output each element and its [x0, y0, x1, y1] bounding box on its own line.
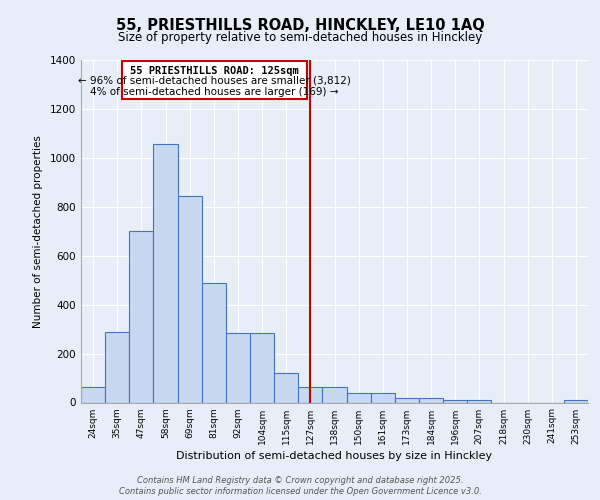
- Text: Contains public sector information licensed under the Open Government Licence v3: Contains public sector information licen…: [119, 487, 481, 496]
- X-axis label: Distribution of semi-detached houses by size in Hinckley: Distribution of semi-detached houses by …: [176, 450, 493, 460]
- Bar: [298, 386, 322, 402]
- Bar: [347, 392, 371, 402]
- Bar: [443, 400, 467, 402]
- Bar: [274, 373, 298, 402]
- Text: Contains HM Land Registry data © Crown copyright and database right 2025.: Contains HM Land Registry data © Crown c…: [137, 476, 463, 485]
- Text: 55, PRIESTHILLS ROAD, HINCKLEY, LE10 1AQ: 55, PRIESTHILLS ROAD, HINCKLEY, LE10 1AQ: [116, 18, 484, 32]
- Text: ← 96% of semi-detached houses are smaller (3,812): ← 96% of semi-detached houses are smalle…: [78, 76, 351, 86]
- Bar: [81, 386, 105, 402]
- Bar: [371, 392, 395, 402]
- Text: 4% of semi-detached houses are larger (169) →: 4% of semi-detached houses are larger (1…: [90, 87, 338, 97]
- Bar: [395, 398, 419, 402]
- Text: Size of property relative to semi-detached houses in Hinckley: Size of property relative to semi-detach…: [118, 31, 482, 44]
- Bar: [202, 282, 226, 403]
- Bar: [419, 398, 443, 402]
- Y-axis label: Number of semi-detached properties: Number of semi-detached properties: [33, 135, 43, 328]
- Bar: [226, 333, 250, 402]
- Text: 55 PRIESTHILLS ROAD: 125sqm: 55 PRIESTHILLS ROAD: 125sqm: [130, 66, 299, 76]
- Bar: [322, 386, 347, 402]
- Bar: [154, 144, 178, 402]
- FancyBboxPatch shape: [122, 61, 307, 99]
- Bar: [178, 196, 202, 402]
- Bar: [564, 400, 588, 402]
- Bar: [467, 400, 491, 402]
- Bar: [250, 333, 274, 402]
- Bar: [129, 231, 154, 402]
- Bar: [105, 332, 129, 402]
